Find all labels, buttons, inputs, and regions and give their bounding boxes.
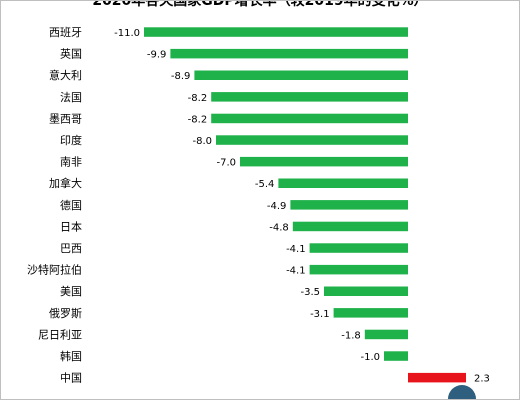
bar: [364, 329, 408, 340]
category-label: 印度: [60, 133, 82, 147]
bar: [290, 200, 408, 210]
value-label: -7.0: [216, 158, 236, 169]
bar: [408, 372, 466, 383]
bar: [292, 221, 408, 232]
value-label: -4.8: [269, 222, 289, 233]
category-label: 沙特阿拉伯: [27, 263, 82, 277]
bar: [170, 48, 408, 59]
category-label: 美国: [60, 285, 82, 298]
value-label: -5.4: [255, 179, 275, 190]
watermark-logo: [448, 385, 476, 400]
bar: [309, 243, 408, 253]
category-label: 加拿大: [49, 176, 82, 190]
value-label: -8.2: [188, 93, 208, 104]
category-label: 中国: [60, 372, 82, 385]
bar: [194, 70, 408, 80]
value-label: -8.0: [192, 136, 212, 147]
category-label: 尼日利亚: [38, 328, 82, 341]
bar: [324, 286, 408, 296]
value-label: -3.5: [300, 287, 320, 298]
bar: [240, 156, 408, 167]
value-label: -3.1: [310, 309, 330, 320]
bar: [384, 351, 408, 361]
bar: [211, 92, 408, 102]
category-label: 德国: [60, 198, 82, 212]
value-label: -9.9: [147, 50, 167, 61]
category-label: 西班牙: [49, 26, 82, 39]
bar: [333, 308, 408, 318]
value-label: -8.2: [188, 114, 208, 125]
category-label: 意大利: [49, 68, 82, 82]
bar: [278, 178, 408, 188]
value-label: -1.0: [360, 352, 380, 363]
value-label: -1.8: [341, 330, 361, 341]
bar: [309, 264, 408, 275]
category-label: 俄罗斯: [49, 307, 82, 320]
category-label: 巴西: [60, 242, 82, 255]
value-label: -11.0: [114, 28, 140, 39]
bar: [144, 27, 408, 37]
value-label: -4.1: [286, 244, 306, 255]
value-label: -8.9: [171, 71, 191, 82]
category-label: 南非: [60, 156, 82, 169]
value-label: -4.9: [267, 201, 287, 212]
category-label: 墨西哥: [49, 112, 82, 125]
chart-title: 2020年各央国家GDP增长率（较2019年的变化%）: [92, 0, 428, 9]
category-label: 日本: [60, 219, 82, 233]
bar: [211, 113, 408, 124]
category-label: 韩国: [60, 349, 82, 363]
bar: [216, 135, 408, 145]
category-label: 英国: [60, 47, 82, 61]
value-label: -4.1: [286, 266, 306, 277]
value-label: 2.3: [474, 374, 490, 385]
category-label: 法国: [60, 90, 82, 104]
